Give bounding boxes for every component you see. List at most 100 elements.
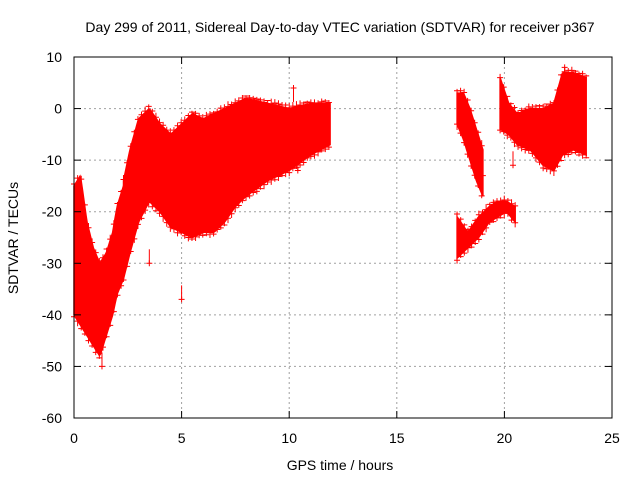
- series-band-arc-a: [71, 174, 125, 359]
- data-point: [107, 234, 114, 327]
- x-axis-label: GPS time / hours: [287, 457, 394, 473]
- outlier-point: [510, 162, 517, 169]
- data-point: [572, 70, 579, 155]
- data-point: [92, 249, 99, 356]
- data-point: [170, 127, 177, 233]
- x-tick-label: 5: [178, 430, 186, 446]
- outlier-point: [479, 172, 486, 179]
- data-point: [307, 99, 314, 160]
- data-point: [464, 97, 471, 158]
- data-point: [318, 98, 325, 153]
- data-point: [471, 119, 478, 179]
- data-point: [163, 126, 170, 227]
- data-point: [167, 128, 174, 232]
- data-point: [178, 118, 185, 236]
- series-band-arc-c: [454, 87, 485, 199]
- data-point: [203, 111, 210, 237]
- data-point: [156, 118, 163, 217]
- data-point: [286, 103, 293, 177]
- data-point: [522, 107, 529, 154]
- data-point: [536, 104, 543, 166]
- data-point: [490, 199, 497, 223]
- data-point: [454, 88, 461, 131]
- data-point: [131, 129, 138, 243]
- y-tick-label: 10: [46, 49, 62, 65]
- data-point: [500, 84, 507, 135]
- data-point: [468, 223, 475, 249]
- data-point: [206, 111, 213, 239]
- data-point: [497, 197, 504, 219]
- axis-ticks: [73, 56, 613, 419]
- data-point: [138, 111, 145, 221]
- data-point: [304, 100, 311, 161]
- data-point: [217, 105, 224, 230]
- data-point: [188, 110, 195, 241]
- data-point: [297, 100, 304, 168]
- data-point: [547, 100, 554, 175]
- data-point: [275, 100, 282, 181]
- data-point: [454, 211, 461, 264]
- data-point: [118, 189, 125, 289]
- data-point: [268, 98, 275, 185]
- data-point: [221, 104, 228, 227]
- x-tick-labels: 0 5 10 15 20 25: [70, 430, 620, 446]
- data-point: [529, 103, 536, 157]
- outlier-point: [290, 84, 297, 91]
- outlier-point: [294, 167, 301, 174]
- series-band-arc-e: [497, 66, 590, 176]
- data-point: [127, 143, 134, 254]
- data-point: [497, 73, 504, 134]
- data-point: [81, 203, 88, 336]
- data-point: [210, 110, 217, 237]
- data-band-fill: [122, 97, 331, 279]
- data-point: [583, 74, 590, 159]
- data-point: [325, 100, 332, 150]
- data-point: [181, 116, 188, 239]
- x-tick-label: 20: [497, 430, 513, 446]
- data-point: [478, 140, 485, 199]
- y-tick-label: -50: [42, 358, 62, 374]
- data-point: [120, 174, 127, 282]
- data-point: [78, 175, 85, 331]
- data-point: [145, 104, 152, 208]
- y-tick-label: -40: [42, 307, 62, 323]
- data-point: [214, 108, 221, 233]
- data-point: [518, 107, 525, 152]
- data-point: [257, 97, 264, 190]
- data-point: [271, 99, 278, 182]
- data-point: [512, 202, 519, 228]
- data-point: [576, 71, 583, 157]
- data-point: [114, 201, 121, 298]
- data-point: [235, 97, 242, 208]
- data-point: [110, 220, 117, 313]
- data-point: [228, 101, 235, 218]
- data-point: [504, 95, 511, 140]
- data-point: [468, 107, 475, 170]
- data-point: [494, 198, 501, 221]
- data-point: [550, 100, 557, 176]
- data-point: [558, 73, 565, 162]
- data-point: [279, 101, 286, 178]
- data-point: [579, 70, 586, 159]
- data-point: [199, 114, 206, 238]
- data-point: [142, 106, 149, 215]
- data-point: [504, 197, 511, 217]
- data-point: [250, 95, 257, 196]
- data-point: [185, 113, 192, 242]
- data-point: [134, 116, 141, 230]
- outlier-point: [98, 363, 105, 370]
- y-tick-label: -20: [42, 204, 62, 220]
- data-point: [322, 99, 329, 153]
- data-point: [300, 101, 307, 166]
- series-band-arc-b: [120, 94, 332, 282]
- data-point: [224, 101, 231, 224]
- data-point: [89, 238, 96, 348]
- data-point: [293, 101, 300, 170]
- data-point: [85, 222, 92, 344]
- data-point: [540, 103, 547, 172]
- plot-frame: [73, 56, 613, 419]
- y-tick-label: -30: [42, 255, 62, 271]
- y-tick-label: -10: [42, 152, 62, 168]
- data-point: [174, 122, 181, 237]
